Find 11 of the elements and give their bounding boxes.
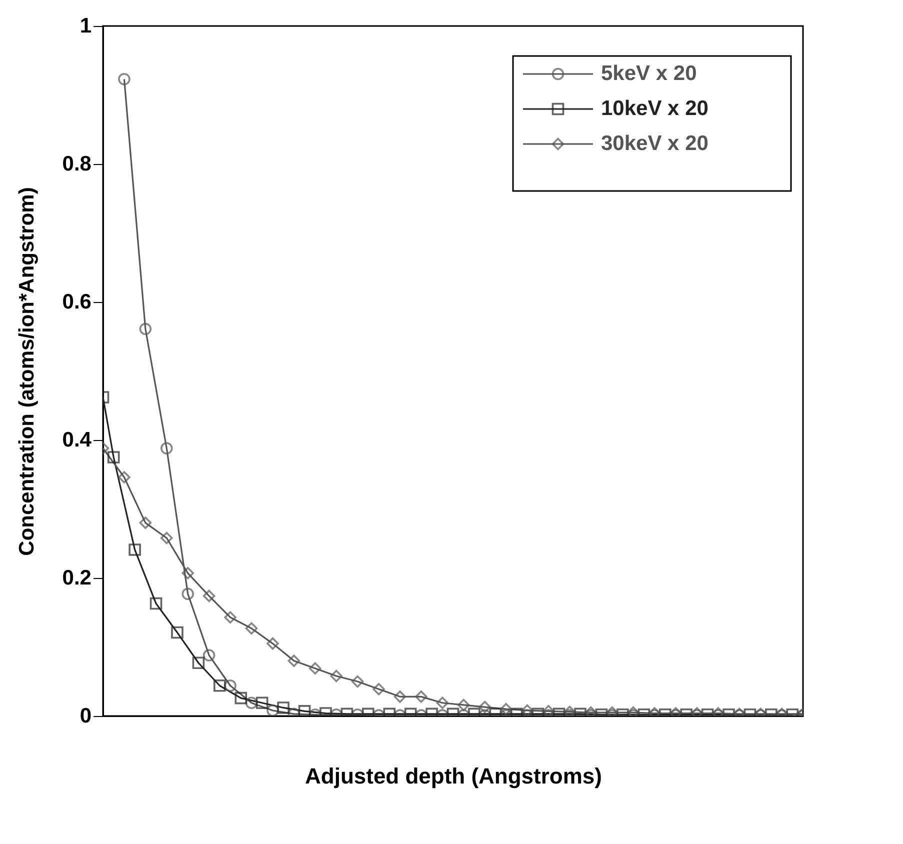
y-tick-label: 0 [80, 704, 92, 728]
y-axis-title: Concentration (atoms/ion*Angstrom) [15, 187, 38, 556]
y-tick-label: 0.2 [62, 566, 92, 590]
legend-label: 5keV x 20 [601, 62, 697, 85]
legend-label: 30keV x 20 [601, 132, 708, 155]
y-tick-label: 1 [80, 14, 92, 38]
legend-label: 10keV x 20 [601, 97, 708, 120]
x-axis-title: Adjusted depth (Angstroms) [305, 764, 602, 788]
y-tick-label: 0.6 [62, 290, 92, 314]
y-tick-label: 0.8 [62, 152, 92, 176]
y-tick-label: 0.4 [62, 428, 92, 452]
